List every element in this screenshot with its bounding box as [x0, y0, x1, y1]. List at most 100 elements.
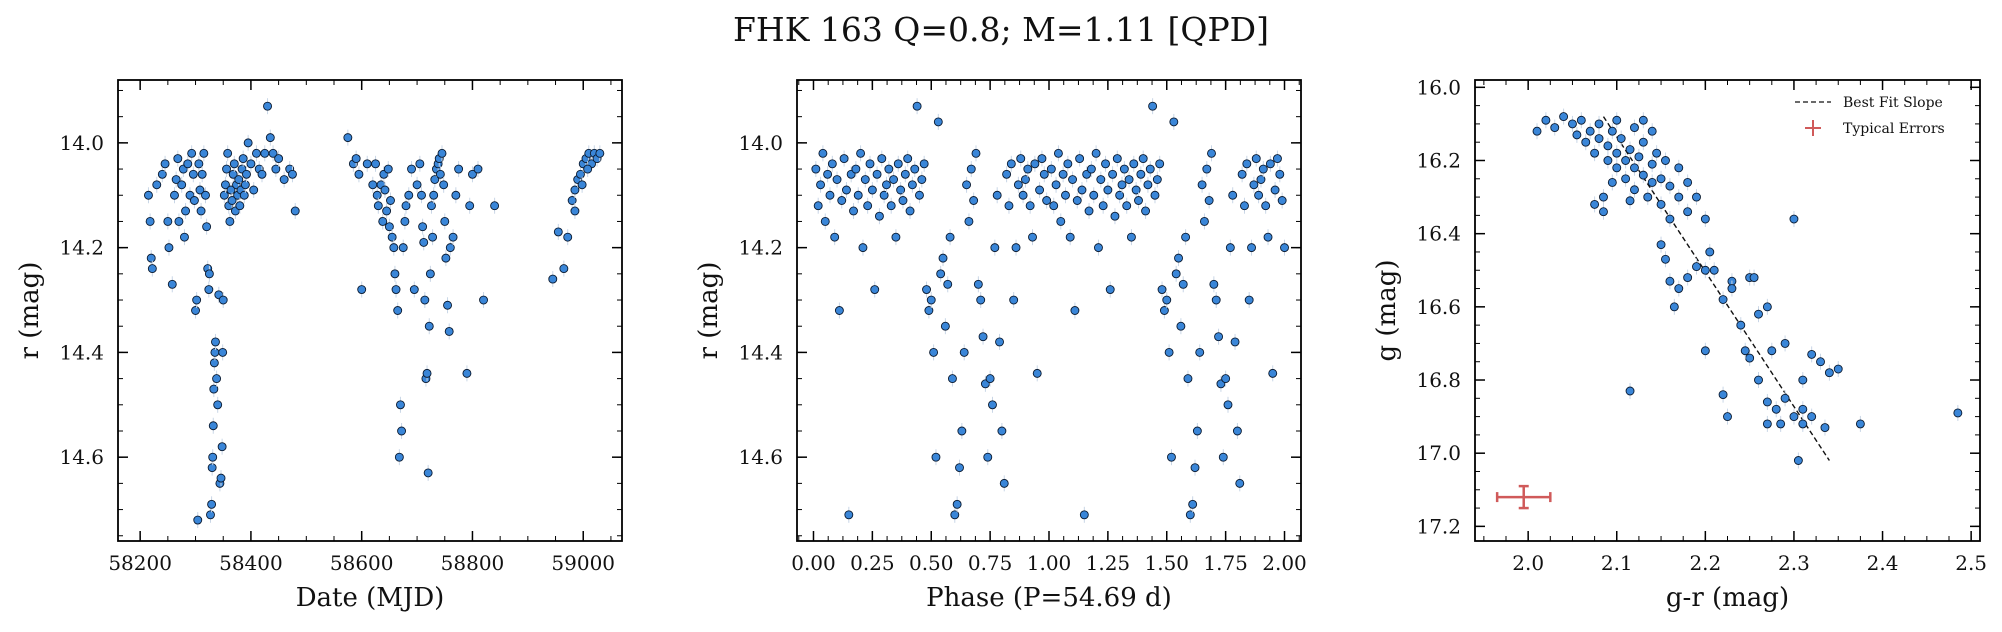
data-point	[978, 332, 988, 342]
data-point	[209, 384, 219, 394]
x-axis-label: Phase (P=54.69 d)	[926, 583, 1172, 613]
data-point	[1159, 306, 1169, 315]
data-point	[1594, 134, 1604, 143]
data-point	[1063, 159, 1073, 169]
axes-frame	[1474, 79, 1981, 542]
data-point	[1084, 206, 1094, 216]
data-point	[966, 164, 976, 174]
data-point	[192, 295, 202, 305]
data-point	[174, 216, 184, 226]
data-point	[1665, 276, 1675, 286]
data-point	[931, 452, 941, 462]
data-point	[407, 164, 416, 174]
data-point	[1237, 169, 1247, 179]
data-point	[858, 243, 868, 253]
data-point	[212, 374, 222, 384]
data-point	[879, 190, 889, 200]
data-point	[1754, 309, 1763, 319]
data-point	[1280, 243, 1289, 253]
data-point	[962, 180, 972, 190]
data-point	[933, 117, 943, 127]
legend-error-swatch	[1805, 120, 1821, 136]
x-tick-label: 2.1	[1601, 551, 1633, 575]
data-point	[1754, 375, 1763, 385]
x-tick-label: 0.25	[850, 551, 895, 575]
y-tick-label: 17.0	[1416, 441, 1461, 465]
data-point	[577, 180, 587, 190]
data-point	[1634, 152, 1644, 162]
data-point	[917, 175, 927, 184]
data-point	[1171, 269, 1181, 279]
data-point	[226, 185, 236, 195]
data-point	[1028, 232, 1037, 242]
data-point	[422, 368, 432, 378]
data-point	[813, 201, 823, 211]
data-point	[207, 463, 217, 473]
data-point	[1625, 145, 1635, 154]
data-point	[412, 180, 422, 190]
data-point	[418, 222, 428, 232]
data-point	[1209, 279, 1219, 289]
data-point	[995, 337, 1004, 347]
data-point	[1736, 320, 1746, 330]
data-point	[1798, 419, 1808, 429]
data-point	[1157, 285, 1167, 294]
data-point	[992, 190, 1002, 200]
data-point	[825, 190, 835, 200]
data-point	[1192, 426, 1202, 436]
data-point	[1058, 169, 1068, 179]
data-point	[1265, 159, 1275, 169]
data-point	[1183, 374, 1193, 384]
data-point	[891, 232, 901, 242]
data-point	[1122, 201, 1132, 211]
data-point	[903, 154, 913, 164]
data-point	[1254, 190, 1264, 200]
y-tick-label: 14.0	[59, 131, 104, 155]
data-point	[1718, 390, 1728, 400]
data-point	[1004, 201, 1014, 211]
data-point	[428, 232, 438, 242]
data-point	[1656, 240, 1666, 250]
data-point	[144, 190, 153, 200]
x-tick-label: 58800	[441, 551, 505, 575]
data-point	[1621, 174, 1631, 184]
data-point	[1272, 154, 1282, 164]
y-tick-label: 14.6	[738, 445, 783, 469]
y-tick-label: 14.0	[738, 131, 783, 155]
data-point	[222, 164, 232, 174]
data-point	[1594, 119, 1604, 129]
data-point	[1630, 163, 1639, 173]
data-point	[900, 169, 910, 179]
legend-item-typical-errors: Typical Errors	[1843, 121, 1945, 137]
data-point	[997, 426, 1007, 436]
data-point	[1661, 156, 1670, 165]
data-point	[1683, 177, 1693, 187]
data-point	[147, 264, 157, 274]
data-point	[856, 148, 866, 158]
data-point	[988, 400, 997, 410]
data-point	[424, 321, 434, 331]
data-point	[145, 216, 155, 226]
data-point	[391, 285, 401, 294]
data-point	[1275, 169, 1285, 179]
data-point	[1091, 148, 1101, 158]
data-point	[1700, 265, 1710, 275]
data-point	[1155, 159, 1165, 169]
data-point	[252, 148, 261, 158]
data-point	[239, 190, 249, 200]
y-tick-label: 16.2	[1416, 148, 1461, 172]
data-point	[1030, 159, 1040, 169]
data-point	[1652, 148, 1662, 158]
data-point	[1709, 265, 1719, 275]
data-point	[1094, 243, 1103, 253]
data-point	[837, 196, 847, 205]
axes-frame	[117, 79, 623, 542]
data-point	[1277, 196, 1287, 205]
y-axis-label: r (mag)	[15, 262, 45, 360]
x-tick-label: 1.75	[1203, 551, 1248, 575]
data-point	[219, 190, 229, 200]
data-point	[268, 148, 278, 158]
data-point	[435, 169, 445, 179]
data-point	[195, 185, 205, 195]
data-point	[882, 180, 891, 190]
